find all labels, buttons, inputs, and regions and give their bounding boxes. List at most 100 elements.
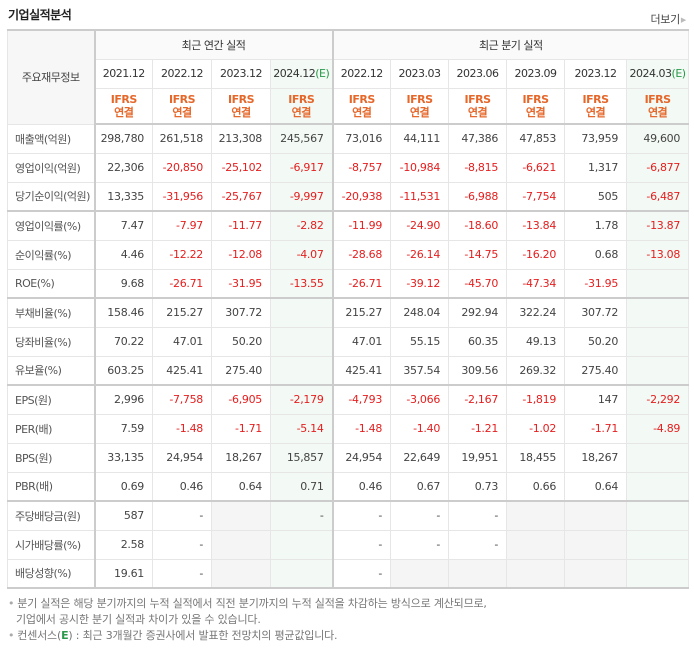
accounting-basis: IFRS 연결 <box>564 87 628 125</box>
value-cell <box>269 355 334 386</box>
value-cell <box>506 529 566 560</box>
value-cell: 215.27 <box>152 297 212 328</box>
value-cell <box>211 500 271 531</box>
value-cell: -6,487 <box>626 181 690 212</box>
value-cell: 309.56 <box>448 355 508 386</box>
period-annual-3: 2024.12(E) <box>269 58 334 89</box>
row-label: 순이익률(%) <box>7 239 96 270</box>
group-quarterly: 최근 분기 실적 <box>332 29 690 60</box>
value-cell: 147 <box>564 384 628 415</box>
value-cell: 33,135 <box>94 442 153 473</box>
value-cell: -24.90 <box>390 210 450 241</box>
value-cell: -1.48 <box>152 413 212 444</box>
value-cell: -20,938 <box>332 181 392 212</box>
value-cell: -26.14 <box>390 239 450 270</box>
value-cell: 22,306 <box>94 152 153 183</box>
accounting-basis: IFRS 연결 <box>390 87 450 125</box>
value-cell <box>211 529 271 560</box>
value-cell: 158.46 <box>94 297 153 328</box>
value-cell: 425.41 <box>332 355 392 386</box>
value-cell: 49.13 <box>506 326 566 357</box>
value-cell: 44,111 <box>390 123 450 154</box>
value-cell <box>269 326 334 357</box>
period-quarterly-3: 2023.09 <box>506 58 566 89</box>
value-cell: -26.71 <box>152 268 212 299</box>
section-title: 기업실적분석 <box>8 8 72 22</box>
value-cell: 50.20 <box>564 326 628 357</box>
value-cell <box>448 558 508 589</box>
period-quarterly-2: 2023.06 <box>448 58 508 89</box>
value-cell: 0.71 <box>269 471 334 502</box>
value-cell: -13.55 <box>269 268 334 299</box>
row-label: BPS(원) <box>7 442 96 473</box>
accounting-basis: IFRS 연결 <box>626 87 690 125</box>
value-cell: -31.95 <box>211 268 271 299</box>
value-cell: - <box>332 500 392 531</box>
table-row: 당좌비율(%) 70.22 47.01 50.20 47.01 55.15 60.35 49.… <box>7 326 690 357</box>
value-cell: -7,758 <box>152 384 212 415</box>
value-cell: -2,167 <box>448 384 508 415</box>
period-quarterly-5: 2024.03(E) <box>626 58 690 89</box>
accounting-basis: IFRS 연결 <box>269 87 334 125</box>
estimate-mark: (E) <box>315 67 330 80</box>
row-label: 주당배당금(원) <box>7 500 96 531</box>
value-cell: 357.54 <box>390 355 450 386</box>
value-cell: - <box>269 500 334 531</box>
value-cell: -1.21 <box>448 413 508 444</box>
period-annual-1: 2022.12 <box>152 58 212 89</box>
value-cell: -4.89 <box>626 413 690 444</box>
value-cell: 298,780 <box>94 123 153 154</box>
group-annual: 최근 연간 실적 <box>93 29 334 60</box>
value-cell: 322.24 <box>506 297 566 328</box>
more-link[interactable]: 더보기▶ <box>650 11 686 27</box>
value-cell: 215.27 <box>332 297 392 328</box>
accounting-basis: IFRS 연결 <box>332 87 392 125</box>
value-cell: 248.04 <box>390 297 450 328</box>
value-cell <box>626 471 690 502</box>
value-cell: 0.64 <box>211 471 271 502</box>
value-cell: -18.60 <box>448 210 508 241</box>
value-cell: -2,292 <box>626 384 690 415</box>
value-cell: -7,754 <box>506 181 566 212</box>
value-cell <box>564 500 628 531</box>
period-quarterly-4: 2023.12 <box>564 58 628 89</box>
table-row: 주당배당금(원) 587- - - - - <box>7 500 690 531</box>
value-cell: -3,066 <box>390 384 450 415</box>
value-cell <box>506 558 566 589</box>
accounting-basis: IFRS 연결 <box>211 87 271 125</box>
row-label: 당좌비율(%) <box>7 326 96 357</box>
table-row: ROE(%) 9.68 -26.71 -31.95 -13.55 -26.71 -39.12… <box>7 268 690 299</box>
table-row: 순이익률(%) 4.46 -12.22 -12.08 -4.07 -28.68 -26.14… <box>7 239 690 270</box>
value-cell: -25,767 <box>211 181 271 212</box>
value-cell: 0.66 <box>506 471 566 502</box>
row-label: 시가배당률(%) <box>7 529 96 560</box>
value-cell: 2,996 <box>94 384 153 415</box>
value-cell: 19,951 <box>448 442 508 473</box>
value-cell: - <box>152 500 212 531</box>
value-cell: 13,335 <box>94 181 153 212</box>
value-cell: -31,956 <box>152 181 212 212</box>
footnote-quarterly-cont: 기업에서 공시한 분기 실적과 차이가 있을 수 있습니다. <box>16 613 261 626</box>
value-cell: -4,793 <box>332 384 392 415</box>
value-cell <box>626 268 690 299</box>
table-row: BPS(원) 33,135 24,954 18,267 15,857 24,954 22,6… <box>7 442 690 473</box>
value-cell: 307.72 <box>211 297 271 328</box>
value-cell: 18,267 <box>564 442 628 473</box>
value-cell: - <box>332 558 392 589</box>
value-cell: 22,649 <box>390 442 450 473</box>
row-label: PER(배) <box>7 413 96 444</box>
value-cell: -2,179 <box>269 384 334 415</box>
value-cell: 0.73 <box>448 471 508 502</box>
footnote-consensus: • 컨센서스(E) : 최근 3개월간 증권사에서 발표한 전망치의 평균값입니다… <box>8 629 338 642</box>
row-label: 부채비율(%) <box>7 297 96 328</box>
estimate-mark: (E) <box>671 67 687 80</box>
value-cell <box>626 500 690 531</box>
footnote-quarterly: • 분기 실적은 해당 분기까지의 누적 실적에서 직전 분기까지의 누적 실적을… <box>8 597 487 610</box>
row-label: EPS(원) <box>7 384 96 415</box>
period-annual-0: 2021.12 <box>94 58 153 89</box>
value-cell: 505 <box>564 181 628 212</box>
financial-summary-table: 주요재무정보 최근 연간 실적 최근 분기 실적 2021.12 2022.12 2… <box>7 29 690 589</box>
triangle-right-icon: ▶ <box>680 16 686 24</box>
value-cell: -6,988 <box>448 181 508 212</box>
accounting-basis: IFRS 연결 <box>152 87 212 125</box>
